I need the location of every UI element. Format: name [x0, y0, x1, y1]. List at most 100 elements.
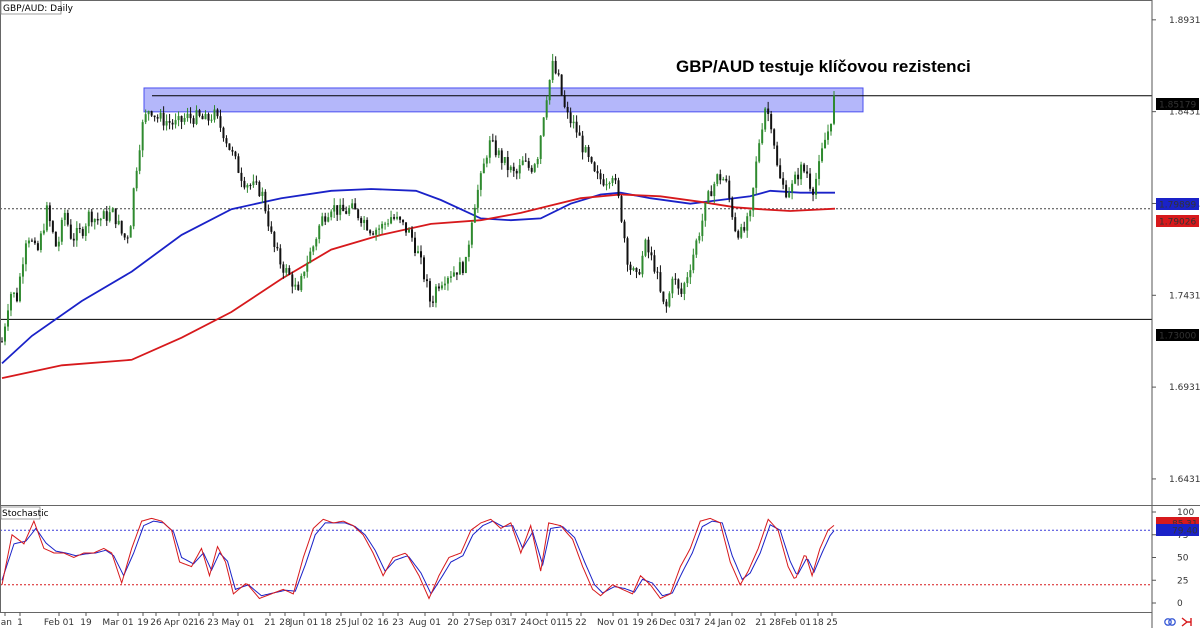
candle: [668, 291, 671, 308]
candle-body: [300, 276, 303, 291]
candle: [99, 217, 102, 227]
candle-body: [758, 143, 761, 162]
candle-body: [270, 226, 273, 232]
candle: [1, 337, 3, 343]
time-axis-tick-label: Dec 03: [659, 618, 691, 628]
candle-body: [803, 164, 806, 172]
candle-body: [725, 178, 728, 181]
candle: [758, 139, 761, 164]
candle: [617, 177, 620, 199]
candle: [722, 176, 725, 181]
candle-body: [422, 257, 425, 280]
candle-body: [147, 111, 150, 115]
candle-body: [773, 129, 776, 146]
candle-body: [746, 216, 749, 231]
candle-body: [806, 171, 809, 174]
candle-body: [414, 237, 417, 254]
candle: [276, 242, 279, 251]
chart-headline: GBP/AUD testuje klíčovou rezistenci: [676, 57, 971, 76]
time-axis-tick-label: Mar 01: [102, 618, 133, 628]
candle: [773, 128, 776, 150]
candle: [234, 150, 237, 160]
candle-body: [111, 208, 114, 213]
candle-body: [455, 272, 458, 275]
candle: [315, 237, 318, 251]
time-axis-tick-label: 22: [575, 618, 586, 628]
candle: [815, 172, 818, 200]
candle: [72, 233, 75, 247]
candle-body: [830, 123, 833, 132]
price-label: 1.73000: [1156, 329, 1199, 342]
candle: [21, 257, 24, 284]
candle: [324, 212, 327, 226]
candle: [219, 109, 222, 132]
candle-body: [210, 119, 213, 121]
candle: [18, 273, 21, 303]
candle: [252, 174, 255, 188]
candle-body: [605, 184, 608, 186]
candle: [698, 232, 701, 244]
candle-body: [662, 291, 665, 302]
candle-body: [255, 181, 258, 183]
stochastic-axis-tick-label: 50: [1177, 554, 1189, 564]
candle-body: [545, 100, 548, 118]
candle-body: [201, 115, 204, 120]
candle-body: [105, 211, 108, 221]
candle-body: [174, 120, 177, 125]
candle-body: [542, 117, 545, 136]
candle: [285, 264, 288, 277]
price-label: 1.85179: [1156, 98, 1199, 111]
candle: [63, 209, 66, 227]
candle-body: [33, 240, 36, 244]
time-axis-tick-label: 28: [279, 618, 291, 628]
candle-body: [671, 278, 674, 294]
candle: [126, 235, 129, 244]
candle: [611, 175, 614, 187]
candle: [788, 187, 791, 199]
candle: [297, 281, 300, 291]
candle: [602, 173, 605, 187]
candle: [473, 204, 476, 223]
candle-body: [72, 238, 75, 241]
stochastic-axis: 100755025085.3179.40: [1152, 508, 1199, 609]
candle-body: [279, 248, 282, 265]
candle: [393, 214, 396, 221]
candle-body: [15, 292, 18, 302]
candle: [464, 256, 467, 274]
candle-body: [267, 211, 270, 227]
candle-body: [689, 270, 692, 278]
candle: [644, 238, 647, 258]
candle-body: [207, 113, 210, 121]
candle: [69, 219, 72, 240]
scroll-to-end-icon[interactable]: [1181, 617, 1192, 627]
candle: [9, 291, 12, 317]
candle: [360, 216, 363, 227]
candle-body: [198, 110, 201, 116]
candle-body: [824, 139, 827, 149]
candle-body: [1, 341, 3, 343]
candle: [500, 148, 503, 170]
symbol-label: GBP/AUD: Daily: [3, 4, 74, 14]
candle-body: [264, 191, 267, 212]
candle-body: [485, 157, 488, 164]
candle-body: [509, 166, 512, 171]
candle: [192, 115, 195, 128]
link-icon[interactable]: [1164, 618, 1176, 626]
candle-body: [108, 212, 111, 221]
candle-body: [431, 301, 434, 303]
candle: [156, 114, 159, 123]
candle-body: [78, 228, 81, 230]
candle-body: [458, 262, 461, 275]
candle-body: [566, 106, 569, 113]
candle-body: [530, 167, 533, 172]
candle-body: [54, 231, 57, 247]
candle: [506, 150, 509, 178]
candle-body: [728, 180, 731, 199]
candle: [512, 162, 515, 177]
stochastic-axis-tick-label: 25: [1177, 576, 1188, 586]
candle: [581, 130, 584, 160]
candle-body: [258, 181, 261, 196]
candle-body: [261, 191, 264, 196]
